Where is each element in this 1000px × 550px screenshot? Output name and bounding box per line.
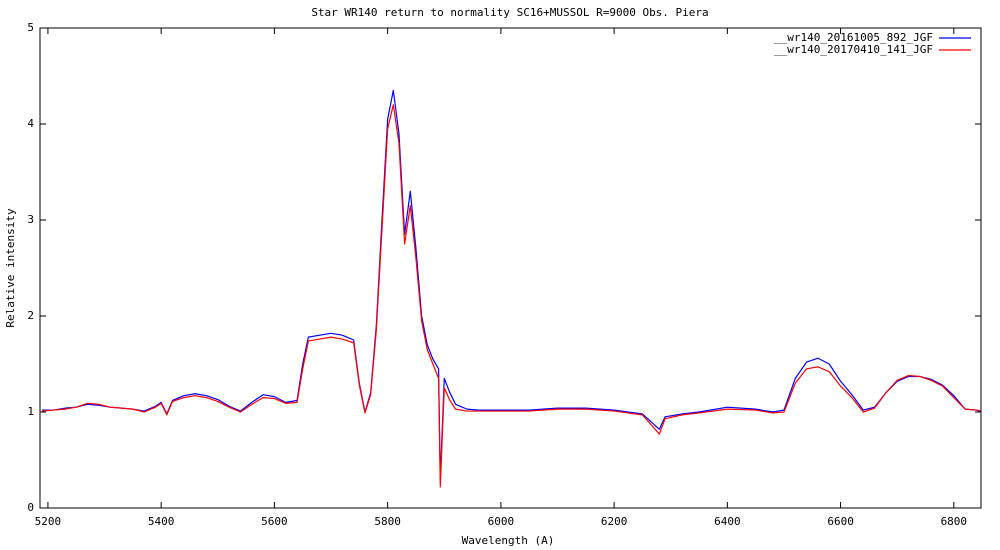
y-axis-label: Relative intensity bbox=[4, 208, 17, 328]
plot-frame bbox=[39, 27, 982, 509]
y-tick-label: 4 bbox=[27, 117, 34, 130]
x-tick-label: 5800 bbox=[374, 515, 401, 528]
x-tick-label: 6800 bbox=[941, 515, 968, 528]
x-tick-label: 6600 bbox=[827, 515, 854, 528]
x-tick-label: 6200 bbox=[601, 515, 628, 528]
legend-label: __wr140_20170410_141_JGF bbox=[774, 43, 933, 56]
x-tick-label: 5400 bbox=[148, 515, 175, 528]
y-tick-label: 0 bbox=[27, 501, 34, 514]
x-tick-label: 6400 bbox=[714, 515, 741, 528]
y-tick-label: 2 bbox=[27, 309, 34, 322]
y-tick-label: 1 bbox=[27, 405, 34, 418]
legend-label: __wr140_20161005_892_JGF bbox=[774, 31, 933, 44]
y-tick-label: 3 bbox=[27, 213, 34, 226]
x-tick-label: 6000 bbox=[488, 515, 515, 528]
x-tick-label: 5600 bbox=[261, 515, 288, 528]
chart-title: Star WR140 return to normality SC16+MUSS… bbox=[311, 6, 708, 19]
x-tick-label: 5200 bbox=[35, 515, 62, 528]
y-tick-label: 5 bbox=[27, 21, 34, 34]
x-axis-label: Wavelength (A) bbox=[462, 534, 555, 547]
series-line bbox=[42, 104, 981, 488]
